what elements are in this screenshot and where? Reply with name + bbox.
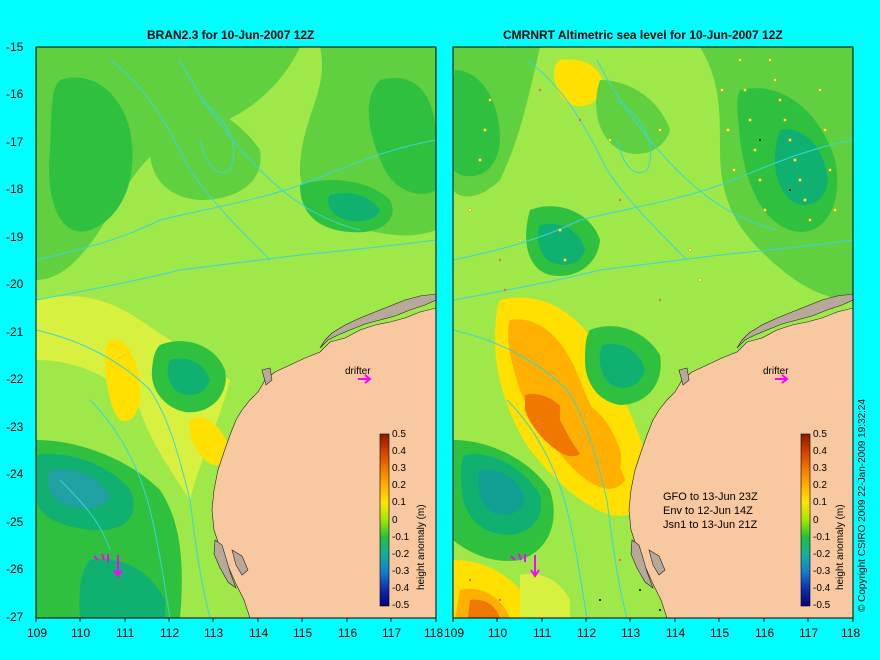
y-tick: -19: [6, 230, 24, 244]
cb-tick: 0.5: [813, 429, 827, 440]
y-tick: -18: [6, 182, 24, 196]
right-panel-title: CMRNRT Altimetric sea level for 10-Jun-2…: [503, 28, 783, 42]
x-tick: 118: [424, 626, 444, 640]
right-drifter-label: drifter: [763, 366, 789, 377]
x-tick: 110: [71, 626, 91, 640]
y-tick: -25: [6, 515, 24, 529]
copyright-text: © Copyright CSIRO 2009 22-Jan-2009 19:32…: [857, 398, 868, 612]
x-tick: 117: [382, 626, 402, 640]
left-drifter-label: drifter: [345, 366, 371, 377]
cb-tick: -0.1: [813, 532, 831, 543]
y-tick: -22: [6, 372, 24, 386]
cb-tick: 0.3: [813, 463, 827, 474]
x-tick: 113: [621, 626, 641, 640]
right-colorbar: [800, 433, 811, 607]
x-tick: 111: [116, 626, 135, 640]
cb-tick: 0.2: [392, 480, 406, 491]
right-map-field: [453, 47, 853, 618]
cb-tick: -0.4: [813, 583, 831, 594]
x-tick: 116: [755, 626, 775, 640]
x-tick: 118: [841, 626, 861, 640]
x-tick: 117: [799, 626, 819, 640]
y-tick: -27: [6, 610, 24, 624]
cb-tick: -0.5: [813, 600, 831, 611]
x-tick: 114: [249, 626, 269, 640]
x-tick: 114: [666, 626, 686, 640]
left-panel-title: BRAN2.3 for 10-Jun-2007 12Z: [147, 28, 315, 42]
y-tick: -21: [6, 325, 24, 339]
right-drifter-arrows: [510, 374, 789, 578]
cb-tick: -0.3: [392, 566, 410, 577]
cb-tick: 0.2: [813, 480, 827, 491]
left-colorbar: [379, 433, 390, 607]
cb-tick: 0.4: [392, 446, 406, 457]
x-tick: 112: [577, 626, 597, 640]
cb-tick: 0.4: [813, 446, 827, 457]
left-drifter-arrows: [93, 374, 372, 578]
cb-tick: -0.1: [392, 532, 410, 543]
right-colorbar-label: height anomaly (m): [835, 504, 846, 590]
x-tick: 116: [338, 626, 358, 640]
cb-tick: 0: [813, 515, 819, 526]
cb-tick: -0.3: [813, 566, 831, 577]
y-tick: -26: [6, 562, 24, 576]
cb-tick: -0.5: [392, 600, 410, 611]
cb-tick: -0.4: [392, 583, 410, 594]
x-tick: 115: [710, 626, 730, 640]
y-tick: -16: [6, 87, 24, 101]
x-tick: 109: [27, 626, 48, 640]
x-tick: 111: [533, 626, 552, 640]
x-tick: 109: [444, 626, 465, 640]
cb-tick: -0.2: [813, 549, 831, 560]
cb-tick: 0: [392, 515, 398, 526]
x-tick: 113: [204, 626, 224, 640]
cb-tick: -0.2: [392, 549, 410, 560]
y-tick: -24: [6, 467, 24, 481]
x-tick: 112: [160, 626, 180, 640]
cb-tick: 0.1: [813, 497, 827, 508]
y-tick: -15: [6, 40, 24, 54]
x-tick: 110: [488, 626, 508, 640]
left-map-field: [36, 47, 436, 618]
info-line-gfo: GFO to 13-Jun 23Z: [663, 491, 758, 503]
y-tick: -17: [6, 135, 24, 149]
cb-tick: 0.5: [392, 429, 406, 440]
y-tick: -23: [6, 420, 24, 434]
x-tick: 115: [293, 626, 313, 640]
info-line-jsn1: Jsn1 to 13-Jun 21Z: [663, 519, 758, 531]
left-colorbar-label: height anomaly (m): [416, 504, 427, 590]
cb-tick: 0.1: [392, 497, 406, 508]
cb-tick: 0.3: [392, 463, 406, 474]
y-tick: -20: [6, 277, 24, 291]
info-line-env: Env to 12-Jun 14Z: [663, 505, 753, 517]
